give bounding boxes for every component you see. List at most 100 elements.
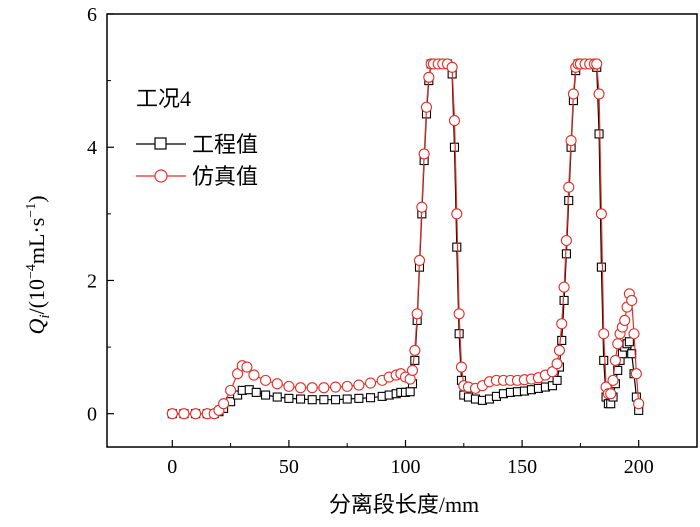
data-point (241, 361, 253, 373)
data-point (342, 394, 352, 404)
legend-circle-marker-icon (154, 169, 168, 183)
data-point (318, 382, 330, 394)
x-tick-label: 100 (390, 456, 420, 478)
series-simulation (166, 58, 645, 420)
data-point (451, 208, 463, 220)
y-axis-unit-prefix: /(10 (24, 279, 49, 314)
data-point (406, 364, 419, 376)
data-point (307, 395, 317, 405)
data-point (448, 115, 461, 127)
y-axis-unit-suffix: ) (24, 195, 49, 202)
series-layer (166, 58, 645, 420)
data-point (547, 381, 557, 391)
data-point (296, 394, 306, 404)
data-point (557, 335, 567, 345)
data-point (248, 369, 260, 381)
legend-square-marker-icon (154, 137, 167, 150)
x-tick-label: 0 (167, 456, 177, 478)
data-point (354, 393, 364, 403)
legend: 工程值 仿真值 (136, 132, 258, 189)
data-point (619, 314, 631, 326)
data-point (218, 398, 230, 410)
data-point (567, 88, 579, 100)
data-point (593, 88, 605, 100)
data-point (178, 408, 190, 420)
data-point (455, 361, 468, 373)
data-point (612, 338, 624, 350)
x-axis-title: 分离段长度/mm (329, 492, 479, 517)
data-point (630, 368, 642, 380)
x-tick-label: 200 (624, 456, 654, 478)
data-point (272, 392, 282, 402)
data-point (452, 242, 462, 252)
data-point (551, 358, 563, 370)
legend-label-simulation: 仿真值 (192, 164, 258, 189)
data-point (420, 101, 433, 113)
data-point (306, 382, 318, 394)
data-point (446, 61, 458, 73)
data-point (411, 308, 423, 320)
condition-annotation: 工况4 (136, 86, 191, 111)
data-point (225, 384, 237, 396)
data-point (319, 395, 329, 405)
data-point (628, 328, 640, 340)
data-point (607, 374, 619, 386)
y-axis-subscript: i (37, 314, 53, 318)
y-tick-label: 2 (87, 270, 97, 292)
data-point (329, 381, 342, 393)
data-point (553, 344, 565, 356)
data-point (556, 318, 568, 330)
data-point (190, 408, 202, 420)
data-point (365, 393, 376, 403)
x-tick-label: 150 (507, 456, 537, 478)
data-point (598, 328, 610, 340)
data-point (594, 129, 604, 139)
y-axis-title: Qi/(10−4mL·s−1) (24, 195, 53, 334)
data-point (405, 387, 415, 397)
data-point (166, 408, 178, 420)
data-point (449, 142, 460, 152)
data-point (599, 355, 609, 365)
y-axis-symbol: Q (24, 319, 49, 335)
data-point (251, 387, 261, 397)
data-point (552, 375, 562, 385)
data-point (413, 254, 426, 267)
y-tick-label: 6 (87, 4, 97, 26)
x-axis-ticks: 0 50 100 150 200 (167, 440, 654, 478)
y-tick-label: 4 (87, 137, 97, 159)
x-tick-label: 50 (279, 456, 299, 478)
legend-item-simulation: 仿真值 (136, 164, 258, 189)
data-point (565, 135, 577, 147)
data-point (605, 388, 617, 400)
data-point (271, 378, 283, 390)
data-point (364, 377, 377, 389)
data-point (624, 337, 634, 347)
data-point (341, 380, 353, 392)
data-point (283, 380, 295, 392)
legend-label-engineering: 工程值 (192, 132, 258, 157)
data-point (353, 379, 365, 391)
legend-item-engineering: 工程值 (136, 132, 258, 157)
data-point (260, 374, 272, 386)
data-point (416, 201, 428, 213)
data-point (591, 58, 603, 70)
data-point (330, 395, 341, 405)
data-point (423, 71, 435, 83)
data-point (609, 354, 621, 366)
data-point (595, 208, 607, 220)
data-point (453, 308, 465, 320)
y-tick-label: 0 (87, 404, 97, 426)
data-point (596, 262, 606, 272)
data-point (409, 344, 421, 356)
data-point (410, 355, 420, 365)
y-axis-unit-exponent: −4 (24, 264, 39, 279)
data-point (295, 382, 307, 394)
data-point (284, 393, 294, 403)
data-point (560, 234, 572, 247)
data-point (633, 398, 645, 410)
data-point (454, 329, 464, 339)
data-point (261, 390, 271, 400)
data-point (418, 148, 430, 160)
y-axis-unit-main: mL·s (24, 218, 49, 264)
